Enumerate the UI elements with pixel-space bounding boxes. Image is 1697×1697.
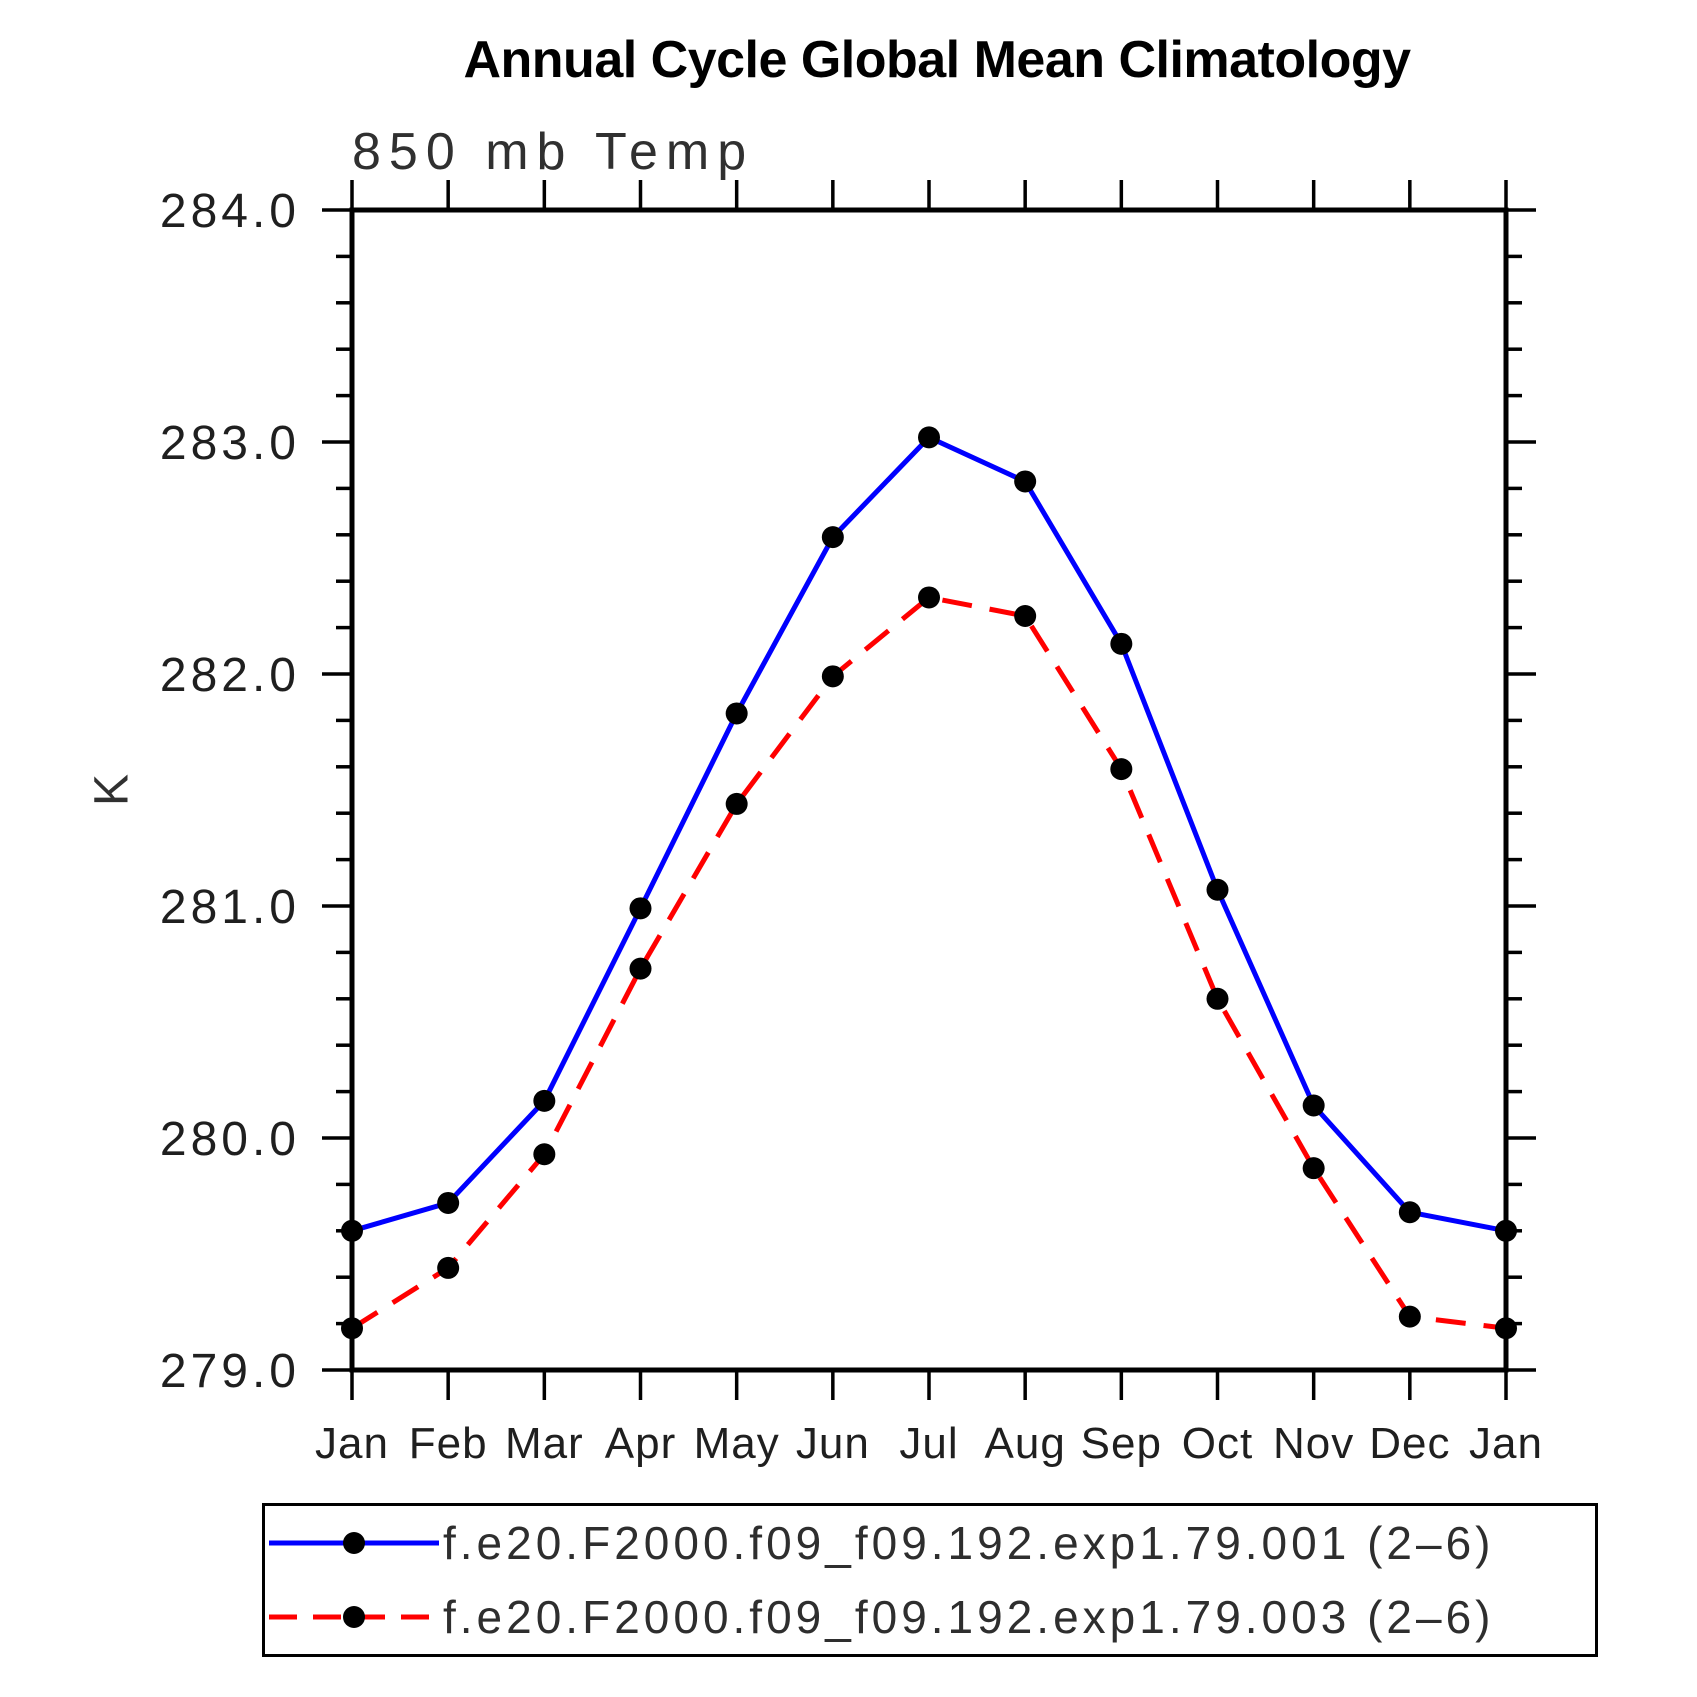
data-point-marker: [725, 702, 748, 725]
y-tick-label: 284.0: [160, 185, 300, 238]
data-point-marker: [1398, 1201, 1421, 1224]
legend-entry: f.e20.F2000.f09_f09.192.exp1.79.003 (2–6…: [265, 1585, 1595, 1649]
data-point-marker: [1495, 1317, 1517, 1340]
data-point-marker: [341, 1317, 363, 1340]
data-point-marker: [1014, 605, 1037, 627]
data-point-marker: [629, 957, 652, 980]
series-line-0: [351, 434, 1507, 1234]
legend-marker-icon: [343, 1532, 365, 1554]
legend-entry: f.e20.F2000.f09_f09.192.exp1.79.001 (2–6…: [265, 1511, 1595, 1575]
x-tick-label: May: [694, 1419, 780, 1468]
data-point-marker: [1206, 987, 1229, 1010]
y-axis-title: K: [85, 773, 139, 807]
y-tick-label: 282.0: [160, 649, 300, 702]
y-tick-label: 281.0: [160, 881, 300, 934]
x-tick-label: Feb: [409, 1419, 488, 1468]
data-point-marker: [437, 1256, 460, 1279]
legend-line-sample-dashed: [269, 1606, 439, 1628]
chart-subtitle: 850 mb Temp: [352, 123, 755, 181]
data-point-marker: [1302, 1157, 1325, 1180]
x-tick-label: Jan: [315, 1419, 389, 1468]
data-point-marker: [1110, 758, 1133, 781]
data-point-marker: [821, 665, 844, 688]
x-tick-label: Aug: [985, 1419, 1066, 1468]
legend-label: f.e20.F2000.f09_f09.192.exp1.79.001 (2–6…: [443, 1517, 1495, 1569]
x-tick-label: Mar: [505, 1419, 584, 1468]
x-tick-label: Sep: [1081, 1419, 1162, 1468]
legend-marker-icon: [343, 1606, 365, 1628]
chart-title: Annual Cycle Global Mean Climatology: [463, 31, 1411, 89]
y-tick-label: 279.0: [160, 1345, 300, 1398]
y-tick-label: 280.0: [160, 1113, 300, 1166]
x-tick-label: Jun: [796, 1419, 870, 1468]
data-point-marker: [725, 792, 748, 815]
data-point-marker: [533, 1143, 556, 1166]
data-point-marker: [918, 426, 940, 449]
x-tick-label: Dec: [1369, 1419, 1450, 1468]
data-point-marker: [533, 1089, 556, 1112]
legend-line-sample-solid: [269, 1532, 439, 1554]
series-line-1: [350, 594, 1507, 1331]
x-tick-label: Oct: [1182, 1419, 1253, 1468]
data-point-marker: [1110, 632, 1133, 655]
x-tick-label: Apr: [605, 1419, 676, 1468]
data-point-marker: [1495, 1219, 1517, 1242]
legend-label: f.e20.F2000.f09_f09.192.exp1.79.003 (2–6…: [443, 1591, 1495, 1643]
legend-box: f.e20.F2000.f09_f09.192.exp1.79.001 (2–6…: [262, 1503, 1598, 1657]
data-point-marker: [341, 1219, 363, 1242]
data-point-marker: [918, 586, 940, 609]
plot-frame: [349, 207, 1509, 1373]
x-tick-label: Jul: [899, 1419, 958, 1468]
data-point-marker: [1206, 878, 1229, 901]
y-tick-label: 283.0: [160, 417, 300, 470]
data-point-marker: [437, 1191, 460, 1214]
x-tick-label: Jan: [1469, 1419, 1543, 1468]
data-point-marker: [821, 526, 844, 549]
data-point-marker: [629, 897, 652, 920]
x-tick-label: Nov: [1273, 1419, 1354, 1468]
data-point-marker: [1302, 1094, 1325, 1117]
data-point-marker: [1398, 1305, 1421, 1328]
data-point-marker: [1014, 470, 1037, 493]
